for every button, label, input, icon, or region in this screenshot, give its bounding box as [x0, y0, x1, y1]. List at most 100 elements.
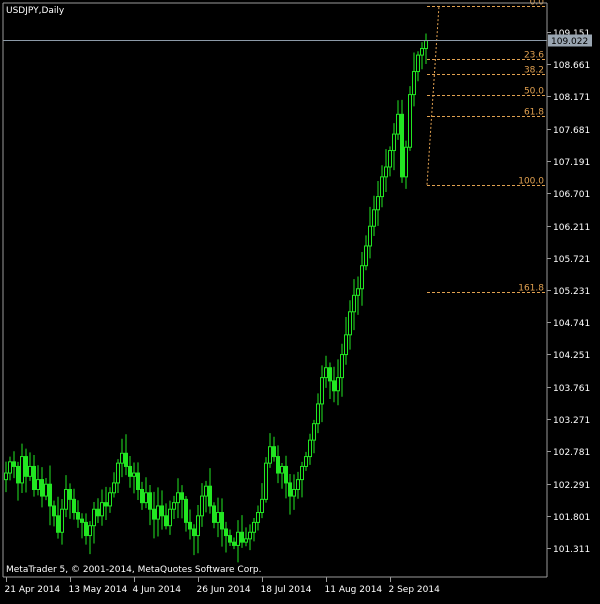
candle-body-down [192, 528, 196, 537]
candle-body-up [408, 94, 412, 148]
date-tick-label: 26 Jun 2014 [197, 585, 251, 595]
copyright-label: MetaTrader 5, © 2001-2014, MetaQuotes So… [6, 565, 262, 575]
candle-body-up [196, 515, 200, 537]
price-tick-label: 102.291 [553, 481, 590, 491]
current-price-badge: 109.022 [548, 34, 592, 47]
fibonacci-level-label: 23.6 [524, 51, 544, 61]
candle-body-up [156, 505, 160, 520]
candle-body-up [268, 446, 272, 464]
candle-body-up [116, 462, 120, 484]
candle-body-up [316, 403, 320, 425]
candle-body-up [256, 512, 260, 523]
candle-body-up [364, 245, 368, 267]
candle-body-down [24, 456, 28, 477]
candle-body-up [320, 377, 324, 405]
date-tick-label: 2 Sep 2014 [389, 585, 441, 595]
candle-body-down [164, 515, 168, 527]
candle-body-down [48, 483, 52, 507]
candle-body-up [4, 472, 8, 481]
date-tick-label: 18 Jul 2014 [261, 585, 312, 595]
current-price-label: 109.022 [551, 37, 588, 47]
candle-body-up [368, 225, 372, 247]
candle-body-up [20, 456, 24, 484]
date-axis[interactable]: 21 Apr 2014 13 May 2014 4 Jun 2014 26 Jun 2… [5, 577, 441, 595]
candle-body-down [188, 521, 192, 530]
candle-body-up [60, 508, 64, 533]
price-tick-label: 109.151 [553, 29, 590, 39]
fibonacci-retracement[interactable]: 0.0 23.6 38.2 50.0 61.8 100.0 161.8 [426, 0, 545, 294]
candle-body-up [44, 483, 48, 497]
candle-body-down [180, 492, 184, 500]
candle-body-up [324, 367, 328, 379]
candle-body-down [128, 465, 132, 477]
candle-body-up [28, 465, 32, 477]
candle-body-up [336, 377, 340, 392]
candle-body-up [280, 465, 284, 474]
candle-body-up [176, 492, 180, 504]
candle-body-up [120, 452, 124, 464]
candle-body-down [80, 518, 84, 523]
candle-body-down [224, 528, 228, 537]
candle-body-down [104, 502, 108, 507]
candle-body-up [216, 512, 220, 523]
candle-body-down [228, 535, 232, 543]
candle-body-up [296, 479, 300, 490]
fibonacci-level-label: 0.0 [530, 0, 545, 8]
candle-body-up [340, 354, 344, 379]
price-tick-label: 102.781 [553, 448, 590, 458]
price-tick-label: 106.211 [553, 223, 590, 233]
symbol-timeframe-label: USDJPY,Daily [6, 6, 65, 16]
candle-body-up [416, 54, 420, 73]
fibonacci-level-label: 61.8 [524, 108, 544, 118]
candle-body-down [56, 515, 60, 533]
candle-body-up [172, 502, 176, 510]
price-tick-label: 104.251 [553, 351, 590, 361]
candle-body-down [68, 488, 72, 500]
candle-body-up [392, 133, 396, 152]
candle-body-down [160, 505, 164, 517]
candle-body-down [332, 380, 336, 392]
candle-body-down [400, 113, 404, 178]
candle-body-up [248, 531, 252, 540]
candle-body-up [112, 482, 116, 494]
price-tick-label: 101.801 [553, 513, 590, 523]
candle-body-up [36, 479, 40, 490]
candle-body-up [384, 166, 388, 178]
fibonacci-level-label: 161.8 [518, 284, 544, 294]
candle-body-up [348, 311, 352, 336]
candle-body-up [204, 485, 208, 497]
price-tick-label: 107.191 [553, 158, 590, 168]
candle-body-up [200, 495, 204, 517]
candle-body-down [16, 465, 20, 484]
current-price-box [548, 34, 592, 47]
candle-body-up [8, 461, 12, 474]
candle-body-up [264, 462, 268, 500]
candle-body-up [352, 294, 356, 313]
candle-body-down [12, 461, 16, 467]
candle-body-up [360, 265, 364, 290]
candle-body-down [124, 452, 128, 467]
candle-body-up [132, 472, 136, 477]
candle-body-up [420, 48, 424, 56]
price-tick-label: 101.311 [553, 545, 590, 555]
price-tick-label: 105.231 [553, 287, 590, 297]
date-tick-label: 13 May 2014 [69, 585, 128, 595]
candle-body-up [304, 456, 308, 467]
candle-body-up [424, 40, 428, 50]
candle-body-up [244, 538, 248, 543]
price-tick-label: 108.661 [553, 61, 590, 71]
candle-body-down [152, 508, 156, 520]
candle-body-down [52, 505, 56, 517]
candle-body-down [140, 488, 144, 504]
fibonacci-level-label: 50.0 [524, 87, 544, 97]
candle-body-down [328, 367, 332, 382]
candle-body-up [260, 498, 264, 514]
candle-body-up [168, 508, 172, 527]
price-axis[interactable]: 109.151 108.661 108.171 107.681 107.191 106.7… [547, 29, 590, 555]
candle-body-down [148, 492, 152, 510]
date-tick-label: 21 Apr 2014 [5, 585, 61, 595]
price-tick-label: 103.271 [553, 416, 590, 426]
